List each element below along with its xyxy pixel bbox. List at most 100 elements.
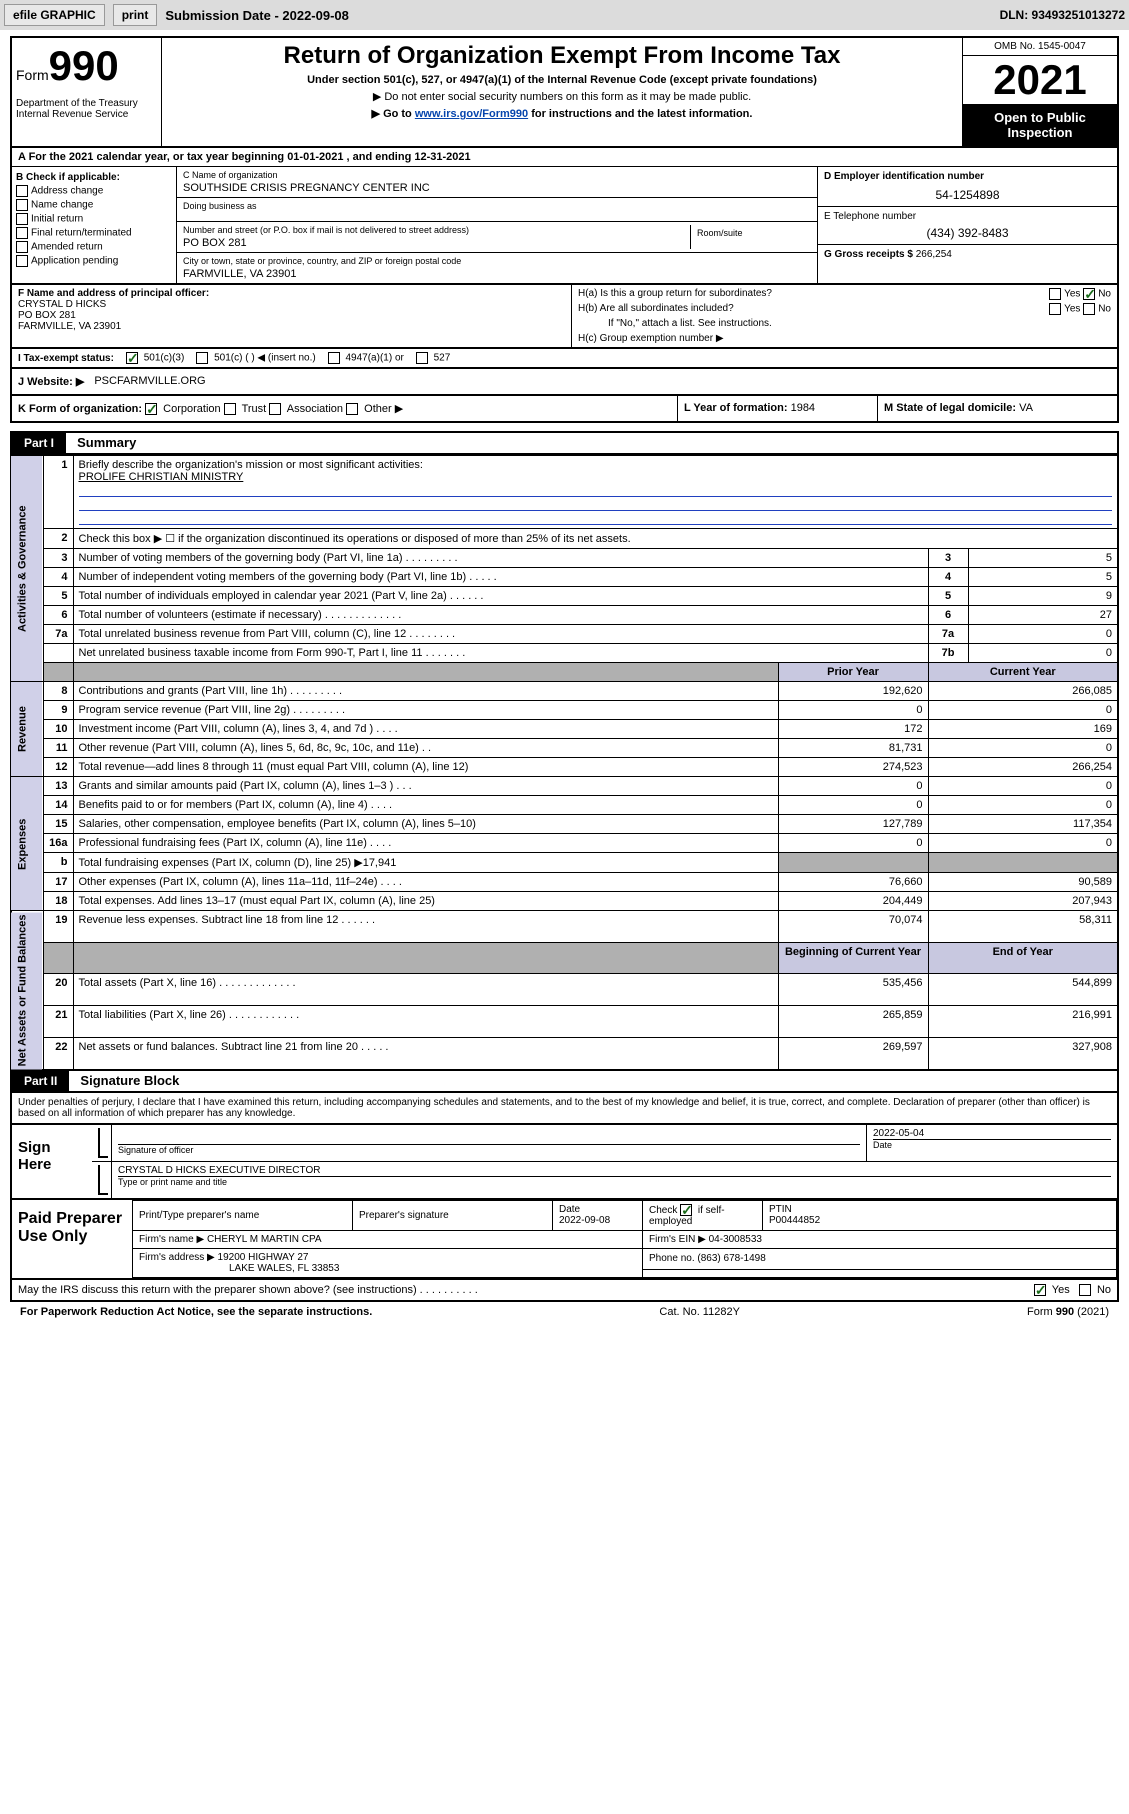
may-yes-check[interactable] xyxy=(1034,1284,1046,1296)
c14: 0 xyxy=(928,796,1118,815)
amend-check[interactable] xyxy=(16,241,28,253)
c21: 216,991 xyxy=(928,1006,1118,1038)
j-label: J Website: ▶ xyxy=(18,375,84,388)
v5: 9 xyxy=(968,587,1118,606)
c20: 544,899 xyxy=(928,974,1118,1006)
self-emp-check[interactable] xyxy=(680,1204,692,1216)
init-check[interactable] xyxy=(16,213,28,225)
p18: 204,449 xyxy=(778,892,928,911)
firm-ein: 04-3008533 xyxy=(709,1234,762,1245)
c22: 327,908 xyxy=(928,1037,1118,1070)
name-label: Type or print name and title xyxy=(118,1176,1111,1187)
paid-preparer-label: Paid Preparer Use Only xyxy=(12,1200,132,1278)
irs-link[interactable]: www.irs.gov/Form990 xyxy=(415,108,528,120)
submission-date: Submission Date - 2022-09-08 xyxy=(165,8,349,23)
officer-addr1: PO BOX 281 xyxy=(18,310,565,321)
q21: Total liabilities (Part X, line 26) . . … xyxy=(73,1006,778,1038)
addr-check[interactable] xyxy=(16,185,28,197)
c17: 90,589 xyxy=(928,873,1118,892)
f-label: F Name and address of principal officer: xyxy=(18,288,565,299)
name-arrow-icon xyxy=(98,1165,108,1195)
name-check[interactable] xyxy=(16,199,28,211)
q4: Number of independent voting members of … xyxy=(73,568,928,587)
prep-sig-label: Preparer's signature xyxy=(353,1200,553,1230)
gross-receipts: 266,254 xyxy=(916,249,952,260)
q12: Total revenue—add lines 8 through 11 (mu… xyxy=(73,758,778,777)
sig-date-label: Date xyxy=(873,1139,1111,1150)
c-name-label: C Name of organization xyxy=(183,170,811,180)
v7a: 0 xyxy=(968,625,1118,644)
efile-button[interactable]: efile GRAPHIC xyxy=(4,4,105,26)
hb-no-check[interactable] xyxy=(1083,303,1095,315)
q11: Other revenue (Part VIII, column (A), li… xyxy=(73,739,778,758)
officer-name: CRYSTAL D HICKS xyxy=(18,299,565,310)
c12: 266,254 xyxy=(928,758,1118,777)
dln: DLN: 93493251013272 xyxy=(1000,8,1125,22)
perjury-declaration: Under penalties of perjury, I declare th… xyxy=(10,1093,1119,1125)
q18: Total expenses. Add lines 13–17 (must eq… xyxy=(73,892,778,911)
p19: 70,074 xyxy=(778,911,928,943)
ha-label: H(a) Is this a group return for subordin… xyxy=(578,288,772,299)
other-check[interactable] xyxy=(346,403,358,415)
side-governance: Activities & Governance xyxy=(11,456,43,682)
ptin-label: PTIN xyxy=(769,1204,792,1215)
part1-title: Summary xyxy=(77,435,136,450)
hb-yes-check[interactable] xyxy=(1049,303,1061,315)
c19: 58,311 xyxy=(928,911,1118,943)
form-subtitle: Under section 501(c), 527, or 4947(a)(1)… xyxy=(166,74,958,86)
row-a: A For the 2021 calendar year, or tax yea… xyxy=(10,148,1119,167)
firm-addr: 19200 HIGHWAY 27 xyxy=(218,1252,309,1263)
sign-here-label: Sign Here xyxy=(12,1125,92,1198)
527-check[interactable] xyxy=(416,352,428,364)
firm-addr-label: Firm's address ▶ xyxy=(139,1252,215,1263)
street-label: Number and street (or P.O. box if mail i… xyxy=(183,225,690,235)
domicile: VA xyxy=(1019,402,1033,414)
c10: 169 xyxy=(928,720,1118,739)
b-label: B Check if applicable: xyxy=(16,172,172,183)
4947-check[interactable] xyxy=(328,352,340,364)
ha-no-check[interactable] xyxy=(1083,288,1095,300)
officer-printed-name: CRYSTAL D HICKS EXECUTIVE DIRECTOR xyxy=(118,1165,1111,1176)
hb-label: H(b) Are all subordinates included? xyxy=(578,303,734,314)
side-revenue: Revenue xyxy=(11,682,43,777)
v4: 5 xyxy=(968,568,1118,587)
city-label: City or town, state or province, country… xyxy=(183,256,811,266)
officer-addr2: FARMVILLE, VA 23901 xyxy=(18,321,565,332)
p15: 127,789 xyxy=(778,815,928,834)
p12: 274,523 xyxy=(778,758,928,777)
p8: 192,620 xyxy=(778,682,928,701)
501c-check[interactable] xyxy=(196,352,208,364)
501c3-check[interactable] xyxy=(126,352,138,364)
app-check[interactable] xyxy=(16,255,28,267)
p11: 81,731 xyxy=(778,739,928,758)
ha-yes-check[interactable] xyxy=(1049,288,1061,300)
assoc-check[interactable] xyxy=(269,403,281,415)
q17: Other expenses (Part IX, column (A), lin… xyxy=(73,873,778,892)
p17: 76,660 xyxy=(778,873,928,892)
q20: Total assets (Part X, line 16) . . . . .… xyxy=(73,974,778,1006)
goto-pre: ▶ Go to xyxy=(372,108,415,120)
may-discuss: May the IRS discuss this return with the… xyxy=(18,1284,1034,1296)
c9: 0 xyxy=(928,701,1118,720)
website: PSCFARMVILLE.ORG xyxy=(94,375,205,388)
v6: 27 xyxy=(968,606,1118,625)
final-check[interactable] xyxy=(16,227,28,239)
p14: 0 xyxy=(778,796,928,815)
open-public: Open to Public Inspection xyxy=(963,104,1117,146)
hb-note: If "No," attach a list. See instructions… xyxy=(578,318,1111,329)
trust-check[interactable] xyxy=(224,403,236,415)
firm-phone-label: Phone no. xyxy=(649,1253,695,1264)
sign-arrow-icon xyxy=(98,1128,108,1158)
prep-date: 2022-09-08 xyxy=(559,1215,610,1226)
q7a: Total unrelated business revenue from Pa… xyxy=(73,625,928,644)
year-formation: 1984 xyxy=(791,402,815,414)
k-label: K Form of organization: xyxy=(18,403,142,415)
gross-label: G Gross receipts $ xyxy=(824,249,913,260)
goto-post: for instructions and the latest informat… xyxy=(528,108,752,120)
may-no-check[interactable] xyxy=(1079,1284,1091,1296)
corp-check[interactable] xyxy=(145,403,157,415)
firm-phone: (863) 678-1498 xyxy=(697,1253,765,1264)
print-button[interactable]: print xyxy=(113,4,158,26)
omb-number: OMB No. 1545-0047 xyxy=(963,38,1117,56)
self-emp-label: Check if self-employed xyxy=(649,1205,725,1227)
